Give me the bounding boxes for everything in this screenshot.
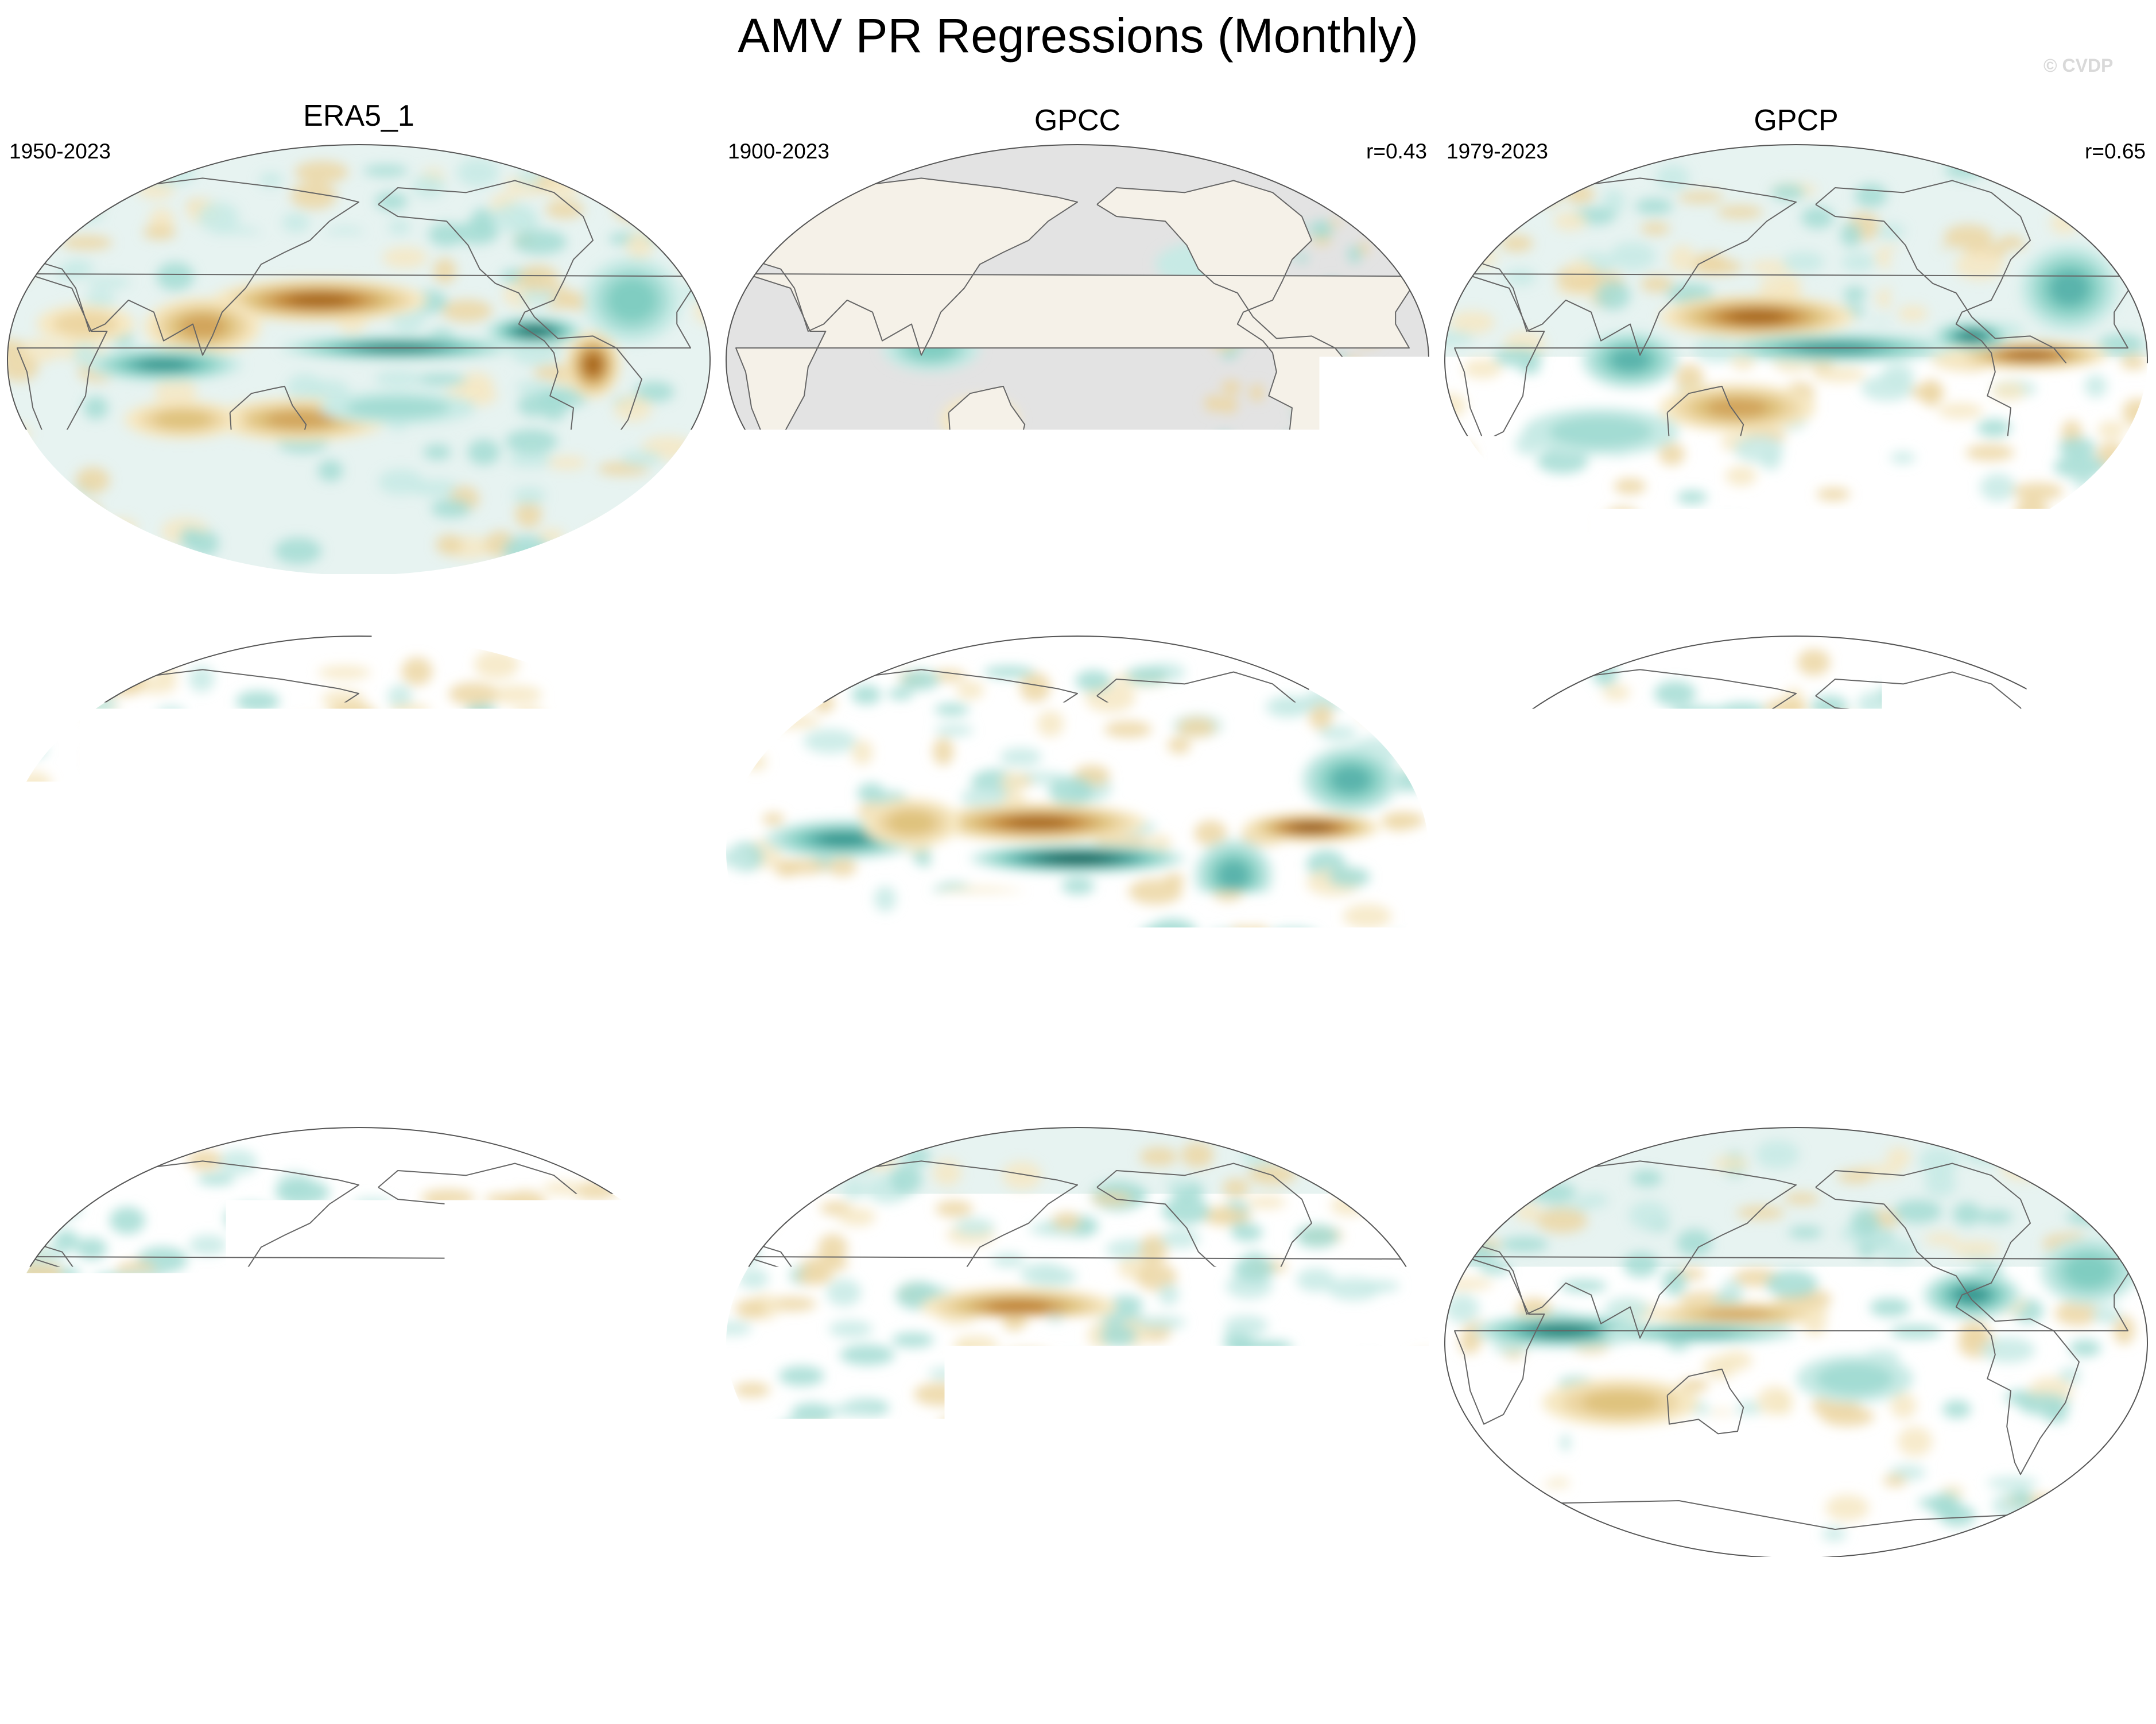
colorbar-swatch — [1704, 1597, 1774, 1630]
colorbar-swatch — [732, 1597, 801, 1630]
map-panel-gpcp: GPCP 1979-2023 r=0.65 — [1443, 92, 2149, 586]
colorbar-swatch — [1565, 1597, 1635, 1630]
map-m112 — [1443, 629, 2149, 1066]
panel-title: CESM3-beta02 BLT1850 104 — [1443, 1084, 2149, 1118]
panel-title: GPCP — [1443, 103, 2149, 138]
panel-title: CESM3-alpha03d BLT1850 112 — [1443, 587, 2149, 621]
colorbar-swatch — [1426, 1597, 1496, 1630]
colorbar-swatch — [801, 1597, 871, 1630]
colorbar-tick-label: 2 — [1433, 1632, 1559, 1672]
colorbar-swatch — [524, 1597, 593, 1630]
colorbar-swatch — [1635, 1597, 1704, 1630]
colorbar-tick-label: -4 — [460, 1632, 587, 1672]
panel-title: CESM3-beta02 BMT1850 104 — [724, 1084, 1430, 1118]
map-era5 — [6, 138, 712, 574]
map-panel-era5: ERA5_1 1950-2023 — [6, 92, 712, 586]
colorbar-swatch — [940, 1597, 1010, 1630]
colorbar-swatch — [871, 1597, 940, 1630]
colorbar-swatch — [1079, 1597, 1149, 1630]
colorbar-swatch — [1218, 1597, 1288, 1630]
map-m109 — [6, 1121, 712, 1557]
map-panel-bmt104: CESM3-beta02 BMT1850 104 25-104 r=0.38 — [724, 1075, 1430, 1568]
map-panel-m109: CESM3-beta02 BLT1850 109 21-100 r=0.26 — [6, 1075, 712, 1568]
map-blt104 — [1443, 1121, 2149, 1557]
colorbar-tick-label: 4 — [1572, 1632, 1698, 1672]
colorbar-units: mm/day — [936, 1665, 1223, 1705]
map-m118 — [6, 629, 712, 1066]
colorbar-swatch — [1149, 1597, 1218, 1630]
map-gpcp — [1443, 138, 2149, 574]
colorbar-tick-label: -0.75 — [738, 1632, 864, 1672]
panel-title: CESM3-beta04 BLT1850 116 — [724, 592, 1430, 627]
panel-title: ERA5_1 — [6, 99, 712, 133]
colorbar-swatch — [662, 1597, 732, 1630]
colorbar-swatch — [454, 1597, 524, 1630]
colorbar-tick-label: 0.75 — [1294, 1632, 1420, 1672]
map-panel-m118: CESM3-beta04 BLT1850 118 10-43 r=0.41 — [6, 583, 712, 1077]
map-panel-m112: CESM3-alpha03d BLT1850 112 17-96 r=0.29 — [1443, 583, 2149, 1077]
map-panel-m116: CESM3-beta04 BLT1850 116 10-63 r=0.40 — [724, 583, 1430, 1077]
colorbar-swatch — [1357, 1597, 1426, 1630]
map-panel-gpcc: GPCC 1900-2023 r=0.43 — [724, 92, 1430, 586]
panel-title: CESM3-beta02 BLT1850 109 — [6, 1084, 712, 1118]
colorbar-tick-label: -2 — [599, 1632, 726, 1672]
colorbar — [385, 1597, 1774, 1631]
colorbar-swatch — [1496, 1597, 1565, 1630]
panel-title: GPCC — [724, 103, 1430, 138]
map-panel-blt104: CESM3-beta02 BLT1850 104 29-108 r=0.24 — [1443, 1075, 2149, 1568]
panel-title: CESM3-beta04 BLT1850 118 — [6, 592, 712, 627]
map-bmt104 — [724, 1121, 1430, 1557]
map-m116 — [724, 629, 1430, 1066]
colorbar-swatch — [1010, 1597, 1079, 1630]
colorbar-swatch — [385, 1597, 454, 1630]
page-title: AMV PR Regressions (Monthly) — [0, 7, 2156, 64]
map-gpcc — [724, 138, 1430, 574]
colorbar-swatch — [1288, 1597, 1357, 1630]
colorbar-swatch — [593, 1597, 662, 1630]
watermark: © CVDP — [2043, 55, 2113, 76]
